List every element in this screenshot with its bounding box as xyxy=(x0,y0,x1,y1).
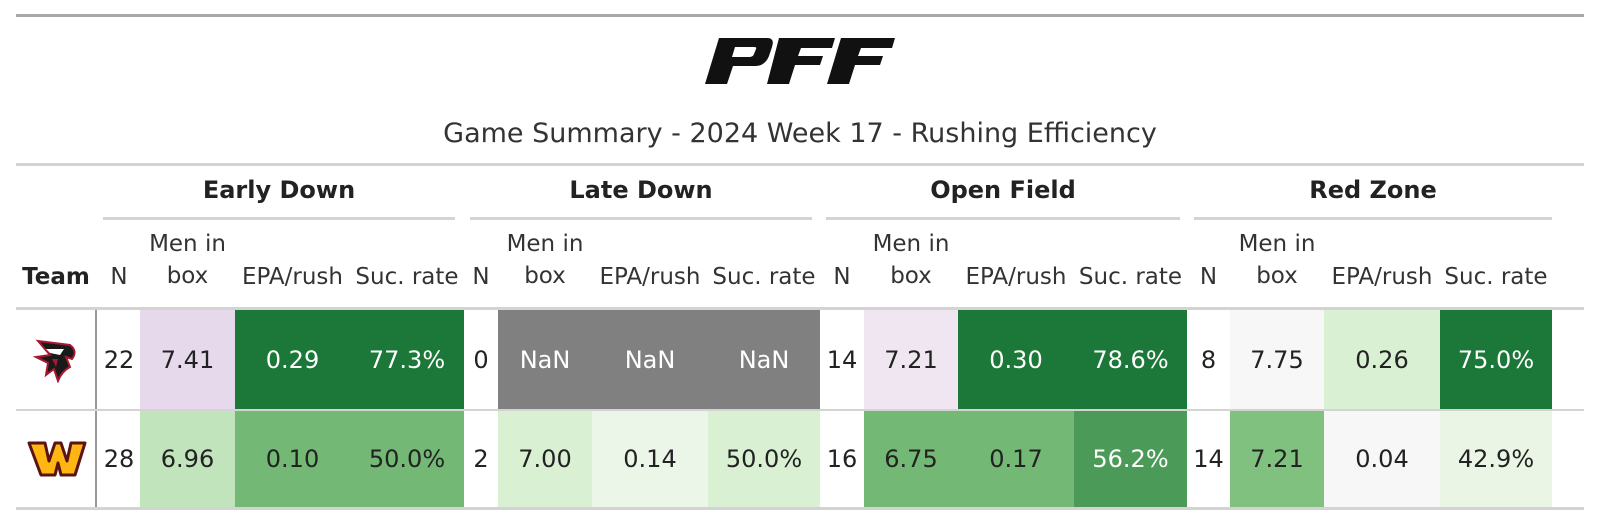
group-underline-late-down xyxy=(470,217,812,220)
table-cell-red-zone-n: 8 xyxy=(1187,310,1230,409)
table-cell-red-zone-suc-rate: 42.9% xyxy=(1440,411,1552,507)
column-header-open-field-epa-rush: EPA/rush xyxy=(965,264,1067,290)
table-cell-early-down-suc-rate: 50.0% xyxy=(350,411,464,507)
table-cell-open-field-men-in-box: 6.75 xyxy=(864,411,958,507)
table-cell-late-down-epa-rush: NaN xyxy=(592,310,708,409)
table-cell-early-down-n: 22 xyxy=(98,310,140,409)
table-cell-open-field-men-in-box: 7.21 xyxy=(864,310,958,409)
team-logo-atlanta-falcons xyxy=(16,310,98,409)
group-header-open-field: Open Field xyxy=(930,176,1076,204)
row-rule xyxy=(16,409,1584,411)
column-header-early-down-suc-rate: Suc. rate xyxy=(355,264,459,290)
group-header-early-down: Early Down xyxy=(202,176,356,204)
group-underline-red-zone xyxy=(1194,217,1552,220)
table-cell-late-down-n: 0 xyxy=(464,310,498,409)
chart-title: Game Summary - 2024 Week 17 - Rushing Ef… xyxy=(443,118,1157,149)
column-header-open-field-suc-rate: Suc. rate xyxy=(1078,264,1183,290)
header-rule xyxy=(16,307,1584,310)
table-cell-open-field-suc-rate: 78.6% xyxy=(1074,310,1187,409)
commanders-logo-icon xyxy=(27,441,87,477)
table-cell-late-down-epa-rush: 0.14 xyxy=(592,411,708,507)
column-header-late-down-epa-rush: EPA/rush xyxy=(599,264,701,290)
column-header-late-down-suc-rate: Suc. rate xyxy=(712,264,816,290)
table-cell-red-zone-epa-rush: 0.26 xyxy=(1324,310,1440,409)
table-cell-late-down-men-in-box: NaN xyxy=(498,310,592,409)
column-header-red-zone-n: N xyxy=(1199,264,1218,290)
table-cell-late-down-men-in-box: 7.00 xyxy=(498,411,592,507)
table-cell-open-field-n: 14 xyxy=(820,310,864,409)
table-cell-open-field-suc-rate: 56.2% xyxy=(1074,411,1187,507)
column-header-late-down-n: N xyxy=(472,264,490,290)
falcons-logo-icon xyxy=(32,339,76,383)
table-cell-late-down-n: 2 xyxy=(464,411,498,507)
table-cell-red-zone-n: 14 xyxy=(1187,411,1230,507)
column-header-open-field-men-in-box: Men in box xyxy=(872,231,950,289)
column-header-open-field-n: N xyxy=(833,264,851,290)
table-cell-early-down-suc-rate: 77.3% xyxy=(350,310,464,409)
column-header-early-down-men-in-box: Men in box xyxy=(149,231,226,289)
table-cell-early-down-epa-rush: 0.10 xyxy=(235,411,350,507)
group-header-late-down: Late Down xyxy=(569,176,713,204)
table-cell-open-field-epa-rush: 0.30 xyxy=(958,310,1074,409)
column-separator xyxy=(95,310,97,507)
group-header-red-zone: Red Zone xyxy=(1309,176,1437,204)
title-rule xyxy=(16,163,1584,166)
group-underline-early-down xyxy=(103,217,455,220)
table-cell-red-zone-suc-rate: 75.0% xyxy=(1440,310,1552,409)
column-header-early-down-epa-rush: EPA/rush xyxy=(241,264,343,290)
column-header-team: Team xyxy=(22,264,90,290)
top-rule xyxy=(16,14,1584,17)
column-header-early-down-n: N xyxy=(110,264,128,290)
column-header-red-zone-men-in-box: Men in box xyxy=(1238,231,1316,289)
team-logo-washington-commanders xyxy=(16,411,98,507)
column-header-red-zone-suc-rate: Suc. rate xyxy=(1444,264,1548,290)
bottom-rule xyxy=(16,507,1584,510)
table-cell-early-down-men-in-box: 7.41 xyxy=(140,310,235,409)
table-cell-early-down-epa-rush: 0.29 xyxy=(235,310,350,409)
pff-logo xyxy=(705,38,895,84)
column-header-late-down-men-in-box: Men in box xyxy=(506,231,584,289)
table-cell-red-zone-men-in-box: 7.75 xyxy=(1230,310,1324,409)
table-cell-open-field-n: 16 xyxy=(820,411,864,507)
table-cell-red-zone-epa-rush: 0.04 xyxy=(1324,411,1440,507)
table-cell-open-field-epa-rush: 0.17 xyxy=(958,411,1074,507)
table-cell-red-zone-men-in-box: 7.21 xyxy=(1230,411,1324,507)
table-cell-early-down-n: 28 xyxy=(98,411,140,507)
table-cell-late-down-suc-rate: 50.0% xyxy=(708,411,820,507)
table-cell-early-down-men-in-box: 6.96 xyxy=(140,411,235,507)
group-underline-open-field xyxy=(826,217,1180,220)
table-cell-late-down-suc-rate: NaN xyxy=(708,310,820,409)
column-header-red-zone-epa-rush: EPA/rush xyxy=(1331,264,1433,290)
